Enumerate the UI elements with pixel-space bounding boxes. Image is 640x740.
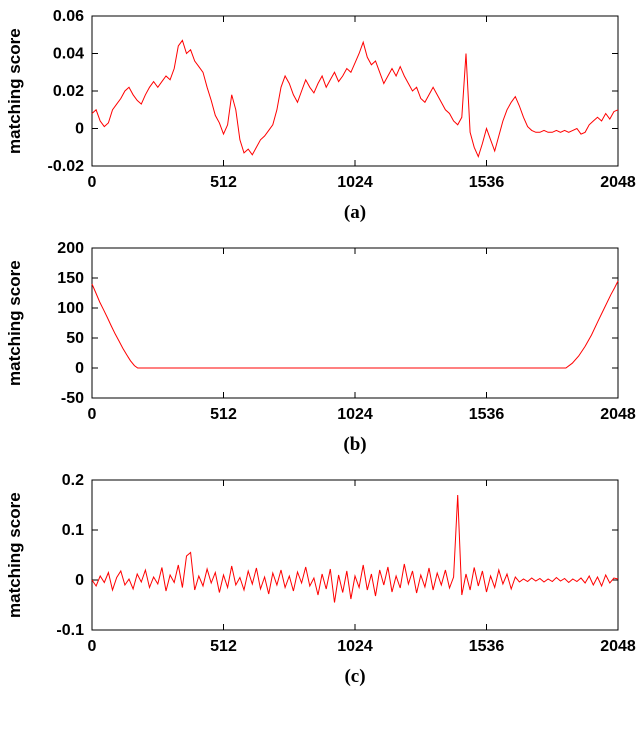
chart-c: matching score 0 512 1024 1536 2048 -0.1 0 0.1 0… [0,470,640,688]
x-tick-label: 2048 [600,406,636,423]
data-line [91,280,619,369]
plot-border [91,15,619,167]
x-tick-label: 0 [88,406,97,423]
caption-c: (c) [344,666,366,687]
y-tick-label: 50 [66,330,84,347]
y-axis-label-c: matching score [5,492,24,618]
x-tick-label: 1536 [469,638,505,655]
y-axis-label-a: matching score [5,28,24,154]
x-tick-label: 0 [88,174,97,191]
y-tick-label: 200 [57,240,84,257]
data-line [91,39,619,159]
plot-border [91,247,619,399]
y-tick-label: -0.1 [56,622,84,639]
figure-panel: matching score 0 512 1024 1536 2048 -0.02 0 0.0… [0,6,640,688]
chart-a-row: matching score 0 512 1024 1536 2048 -0.02 0 0.0… [0,6,640,198]
x-tick-label: 0 [88,638,97,655]
x-tick-label: 1024 [337,406,373,423]
caption-a: (a) [343,202,367,223]
y-tick-label: -50 [61,390,84,407]
data-line [91,494,619,603]
plot-border [91,479,619,631]
chart-b: matching score 0 512 1024 1536 2048 -50 0 50 100… [0,238,640,456]
x-tick-label: 1024 [337,174,373,191]
y-tick-label: 0.02 [53,83,84,100]
x-tick-label: 512 [210,406,237,423]
y-tick-label: 0 [75,572,84,589]
y-axis-label-b: matching score [5,260,24,386]
y-tick-label: 0.2 [62,472,84,489]
chart-a: matching score 0 512 1024 1536 2048 -0.02 0 0.0… [0,6,640,224]
y-tick-label: 0 [75,121,84,138]
y-tick-label: 0.06 [53,8,84,25]
x-tick-label: 2048 [600,638,636,655]
chart-b-row: matching score 0 512 1024 1536 2048 -50 0 50 100… [0,238,640,430]
chart-c-row: matching score 0 512 1024 1536 2048 -0.1 0 0.1 0… [0,470,640,662]
y-tick-label: 0.1 [62,522,84,539]
x-tick-label: 1536 [469,406,505,423]
x-tick-label: 512 [210,174,237,191]
x-tick-label: 2048 [600,174,636,191]
x-tick-label: 1536 [469,174,505,191]
y-tick-label: 0.04 [53,46,84,63]
y-tick-label: 0 [75,360,84,377]
plot-area-c: 0 512 1024 1536 2048-0.100.10.2 [56,472,636,655]
x-tick-label: 512 [210,638,237,655]
y-tick-label: -0.02 [48,158,85,175]
x-tick-label: 1024 [337,638,373,655]
y-tick-label: 100 [57,300,84,317]
y-tick-label: 150 [57,270,84,287]
caption-b: (b) [343,434,367,455]
